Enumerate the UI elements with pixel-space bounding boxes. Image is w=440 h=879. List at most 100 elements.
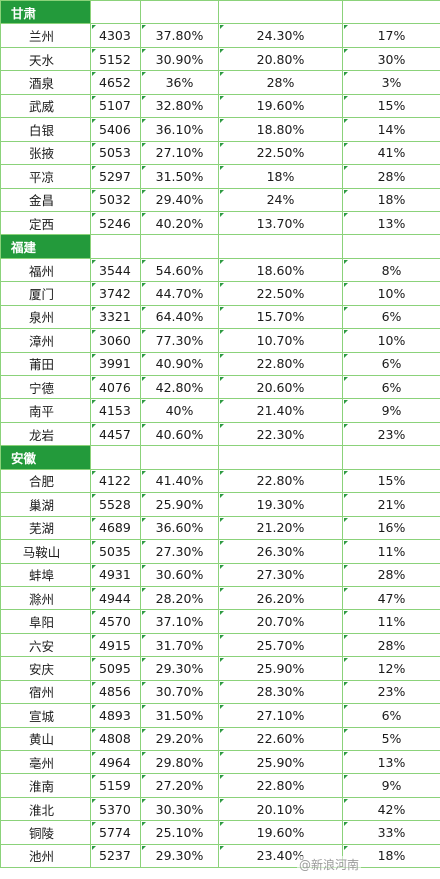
percent-cell-b: 24.30% <box>218 23 343 48</box>
percent-cell-a: 40.60% <box>140 421 219 447</box>
percent-cell-a: 30.90% <box>140 46 219 72</box>
percent-cell-c: 18% <box>342 187 440 212</box>
percent-cell-b: 19.60% <box>218 93 343 119</box>
value-cell: 5370 <box>90 796 141 822</box>
percent-cell-c: 28% <box>342 562 440 587</box>
value-cell: 5297 <box>90 164 141 189</box>
city-name-cell: 张掖 <box>0 140 91 166</box>
province-name: 安徽 <box>0 445 91 470</box>
blank-cell <box>218 0 343 25</box>
percent-cell-b: 25.90% <box>218 749 343 775</box>
blank-cell <box>90 0 141 25</box>
city-name-cell: 滁州 <box>0 585 91 611</box>
percent-cell-a: 77.30% <box>140 328 219 353</box>
table-row: 芜湖 4689 36.60% 21.20% 16% <box>0 515 440 541</box>
city-name-cell: 厦门 <box>0 281 91 306</box>
percent-cell-c: 41% <box>342 140 440 166</box>
table-row: 宣城 4893 31.50% 27.10% 6% <box>0 703 440 728</box>
percent-cell-b: 21.40% <box>218 398 343 423</box>
table-row: 漳州 3060 77.30% 10.70% 10% <box>0 328 440 353</box>
percent-cell-a: 31.50% <box>140 703 219 728</box>
percent-cell-c: 11% <box>342 539 440 564</box>
percent-cell-a: 29.80% <box>140 749 219 775</box>
blank-cell <box>342 0 440 25</box>
table-row: 酒泉 4652 36% 28% 3% <box>0 70 440 95</box>
table-row: 龙岩 4457 40.60% 22.30% 23% <box>0 421 440 447</box>
percent-cell-a: 40.20% <box>140 210 219 236</box>
percent-cell-a: 41.40% <box>140 468 219 494</box>
percent-cell-c: 12% <box>342 656 440 681</box>
percent-cell-b: 22.80% <box>218 773 343 798</box>
city-name-cell: 阜阳 <box>0 609 91 634</box>
percent-cell-a: 36.10% <box>140 117 219 142</box>
value-cell: 5406 <box>90 117 141 142</box>
table-row: 宿州 4856 30.70% 28.30% 23% <box>0 679 440 705</box>
percent-cell-b: 10.70% <box>218 328 343 353</box>
percent-cell-b: 19.30% <box>218 492 343 517</box>
city-name-cell: 蚌埠 <box>0 562 91 587</box>
table-row: 平凉 5297 31.50% 18% 28% <box>0 164 440 189</box>
percent-cell-b: 18.80% <box>218 117 343 142</box>
percent-cell-c: 11% <box>342 609 440 634</box>
percent-cell-a: 29.20% <box>140 726 219 752</box>
table-row: 亳州 4964 29.80% 25.90% 13% <box>0 749 440 775</box>
percent-cell-a: 31.50% <box>140 164 219 189</box>
table-row: 淮南 5159 27.20% 22.80% 9% <box>0 773 440 798</box>
percent-cell-a: 27.20% <box>140 773 219 798</box>
city-name-cell: 黄山 <box>0 726 91 752</box>
percent-cell-b: 21.20% <box>218 515 343 541</box>
value-cell: 4689 <box>90 515 141 541</box>
blank-cell <box>90 445 141 470</box>
table-row: 张掖 5053 27.10% 22.50% 41% <box>0 140 440 166</box>
percent-cell-b: 20.10% <box>218 796 343 822</box>
percent-cell-b: 26.20% <box>218 585 343 611</box>
city-name-cell: 芜湖 <box>0 515 91 541</box>
percent-cell-a: 31.70% <box>140 632 219 658</box>
percent-cell-c: 30% <box>342 46 440 72</box>
percent-cell-b: 13.70% <box>218 210 343 236</box>
percent-cell-b: 22.80% <box>218 468 343 494</box>
percent-cell-c: 28% <box>342 164 440 189</box>
percent-cell-b: 22.50% <box>218 281 343 306</box>
value-cell: 4931 <box>90 562 141 587</box>
percent-cell-c: 23% <box>342 421 440 447</box>
percent-cell-b: 24% <box>218 187 343 212</box>
value-cell: 4303 <box>90 23 141 48</box>
blank-cell <box>218 445 343 470</box>
city-name-cell: 天水 <box>0 46 91 72</box>
city-name-cell: 武威 <box>0 93 91 119</box>
percent-cell-c: 47% <box>342 585 440 611</box>
value-cell: 4964 <box>90 749 141 775</box>
percent-cell-b: 18.60% <box>218 257 343 283</box>
city-name-cell: 福州 <box>0 257 91 283</box>
value-cell: 3991 <box>90 351 141 377</box>
blank-cell <box>140 445 219 470</box>
province-header-row: 安徽 <box>0 445 440 470</box>
percent-cell-a: 36.60% <box>140 515 219 541</box>
city-name-cell: 泉州 <box>0 304 91 330</box>
table-row: 马鞍山 5035 27.30% 26.30% 11% <box>0 539 440 564</box>
percent-cell-a: 44.70% <box>140 281 219 306</box>
province-name: 甘肃 <box>0 0 91 25</box>
city-name-cell: 兰州 <box>0 23 91 48</box>
percent-cell-a: 42.80% <box>140 374 219 400</box>
percent-cell-b: 18% <box>218 164 343 189</box>
percent-cell-c: 28% <box>342 632 440 658</box>
percent-cell-c: 6% <box>342 351 440 377</box>
table-row: 六安 4915 31.70% 25.70% 28% <box>0 632 440 658</box>
table-row: 兰州 4303 37.80% 24.30% 17% <box>0 23 440 48</box>
city-name-cell: 铜陵 <box>0 820 91 845</box>
percent-cell-c: 16% <box>342 515 440 541</box>
table-row: 池州 5237 29.30% 23.40% 18% <box>0 843 440 869</box>
value-cell: 3544 <box>90 257 141 283</box>
province-header-row: 甘肃 <box>0 0 440 25</box>
percent-cell-b: 20.60% <box>218 374 343 400</box>
value-cell: 4457 <box>90 421 141 447</box>
percent-cell-b: 22.80% <box>218 351 343 377</box>
city-name-cell: 龙岩 <box>0 421 91 447</box>
city-name-cell: 马鞍山 <box>0 539 91 564</box>
percent-cell-c: 13% <box>342 210 440 236</box>
value-cell: 5035 <box>90 539 141 564</box>
city-name-cell: 安庆 <box>0 656 91 681</box>
percent-cell-c: 15% <box>342 468 440 494</box>
